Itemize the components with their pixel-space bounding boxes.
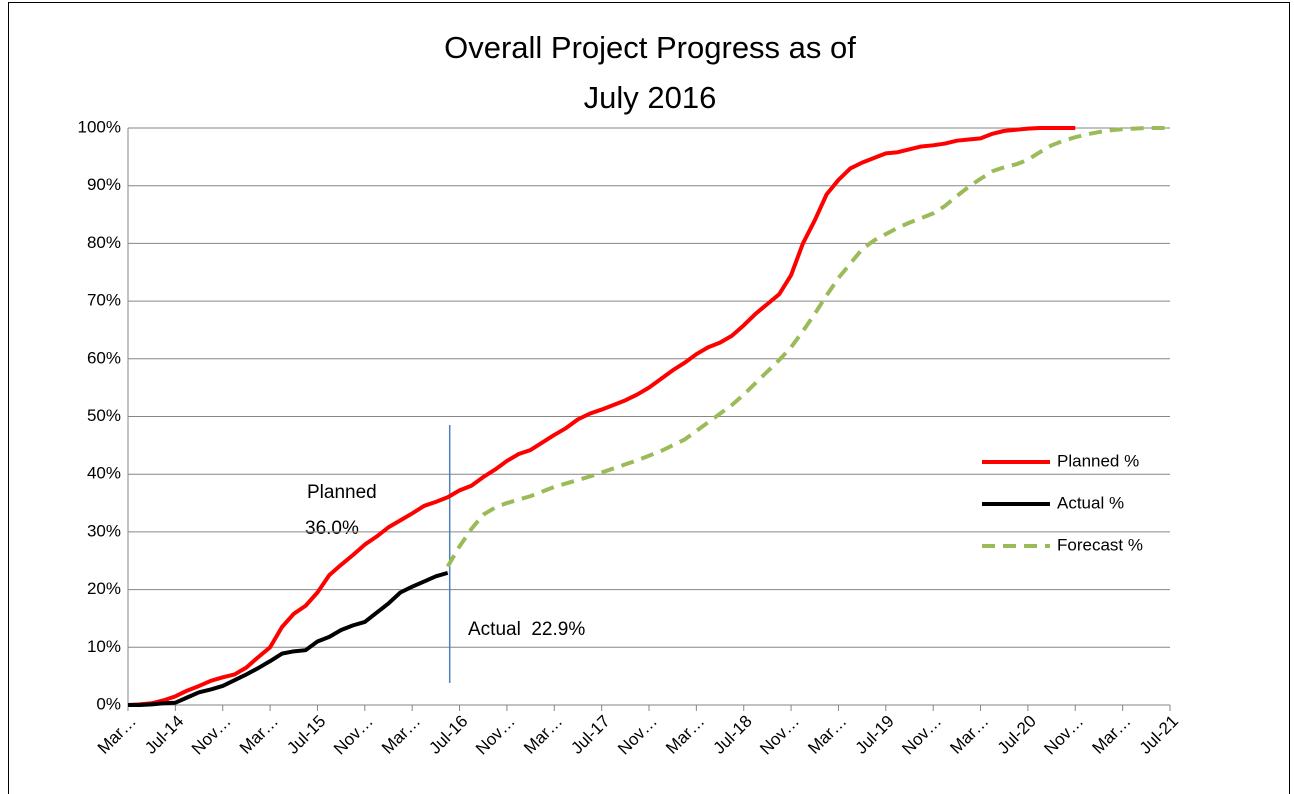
y-tick-label: 40% — [87, 464, 121, 483]
y-tick-label: 50% — [87, 406, 121, 425]
annotation: Planned — [307, 482, 377, 503]
chart-title: Overall Project Progress as of — [444, 30, 856, 65]
series-line — [445, 126, 1170, 568]
chart-title: July 2016 — [584, 80, 717, 115]
annotation: 36.0% — [305, 518, 359, 539]
legend-label: Forecast % — [1057, 535, 1143, 554]
y-tick-label: 80% — [87, 233, 121, 252]
series-line — [127, 126, 1076, 707]
y-tick-label: 90% — [87, 175, 121, 194]
y-tick-label: 20% — [87, 579, 121, 598]
y-tick-label: 10% — [87, 637, 121, 656]
series-line — [128, 570, 449, 707]
annotation: Actual 22.9% — [468, 619, 585, 640]
legend-label: Actual % — [1057, 493, 1124, 512]
y-tick-label: 100% — [78, 117, 121, 136]
y-tick-label: 30% — [87, 521, 121, 540]
y-tick-label: 0% — [96, 694, 121, 713]
y-tick-label: 60% — [87, 348, 121, 367]
chart-frame — [8, 2, 1290, 794]
legend-label: Planned % — [1057, 451, 1139, 470]
y-tick-label: 70% — [87, 291, 121, 310]
